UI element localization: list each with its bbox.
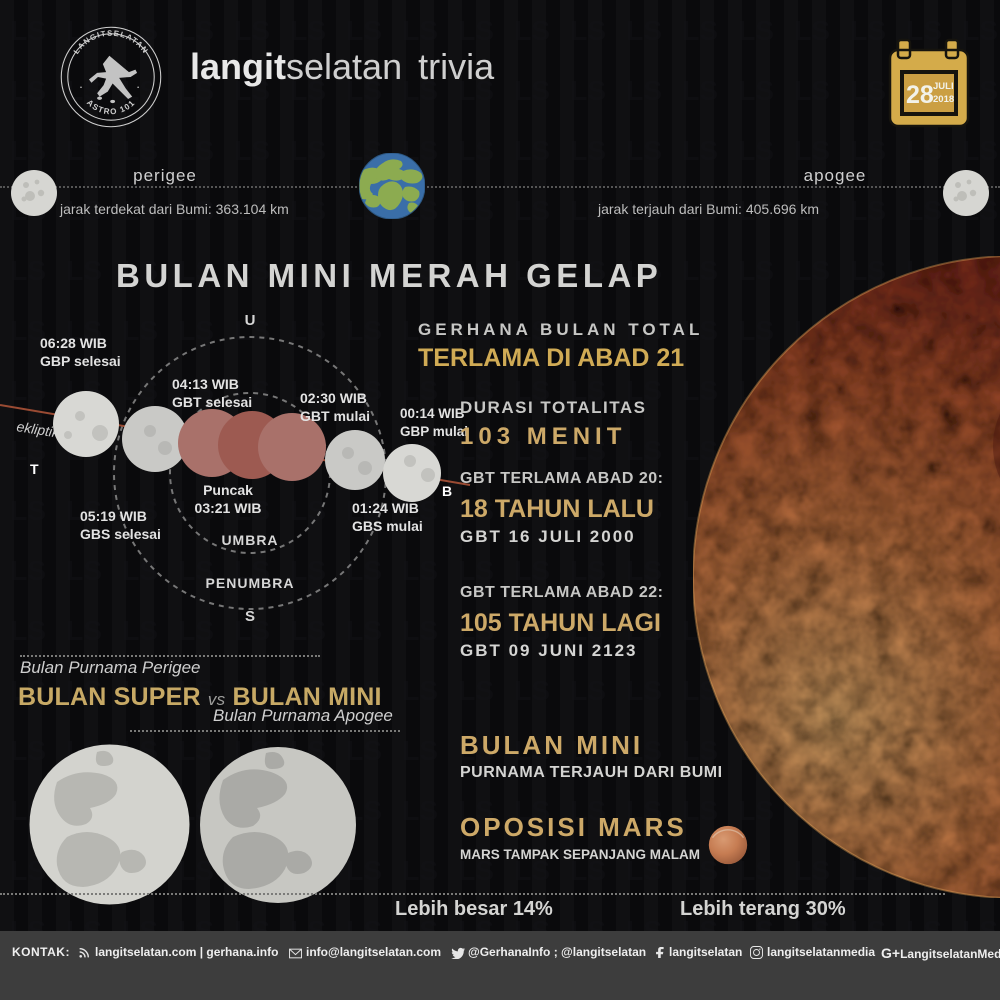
svg-text:01:24 WIB: 01:24 WIB bbox=[352, 500, 419, 516]
svg-text:GBP selesai: GBP selesai bbox=[40, 353, 121, 369]
svg-text:GBT mulai: GBT mulai bbox=[300, 408, 370, 424]
svg-text:2018: 2018 bbox=[933, 94, 954, 105]
svg-text:U: U bbox=[245, 313, 256, 329]
svg-text:28: 28 bbox=[906, 81, 934, 109]
svg-text:LANGITSELATAN: LANGITSELATAN bbox=[72, 29, 150, 56]
svg-text:UMBRA: UMBRA bbox=[221, 532, 278, 548]
svg-text:Puncak: Puncak bbox=[203, 482, 253, 498]
svg-text:04:13 WIB: 04:13 WIB bbox=[172, 376, 239, 392]
svg-text:GBT selesai: GBT selesai bbox=[172, 394, 252, 410]
svg-text:GBS mulai: GBS mulai bbox=[352, 518, 423, 534]
svg-text:03:21 WIB: 03:21 WIB bbox=[195, 500, 262, 516]
svg-text:02:30 WIB: 02:30 WIB bbox=[300, 390, 367, 406]
svg-text:GBP mulai: GBP mulai bbox=[400, 424, 468, 439]
svg-text:•: • bbox=[80, 85, 82, 91]
svg-text:S: S bbox=[245, 608, 255, 625]
svg-text:GBS selesai: GBS selesai bbox=[80, 526, 161, 542]
svg-text:•: • bbox=[137, 85, 139, 91]
svg-text:05:19 WIB: 05:19 WIB bbox=[80, 508, 147, 524]
svg-text:PENUMBRA: PENUMBRA bbox=[206, 575, 295, 591]
svg-text:T: T bbox=[30, 461, 39, 477]
svg-text:06:28 WIB: 06:28 WIB bbox=[40, 335, 107, 351]
svg-text:B: B bbox=[442, 483, 452, 499]
svg-text:JULI: JULI bbox=[933, 81, 954, 92]
svg-text:00:14 WIB: 00:14 WIB bbox=[400, 406, 465, 421]
